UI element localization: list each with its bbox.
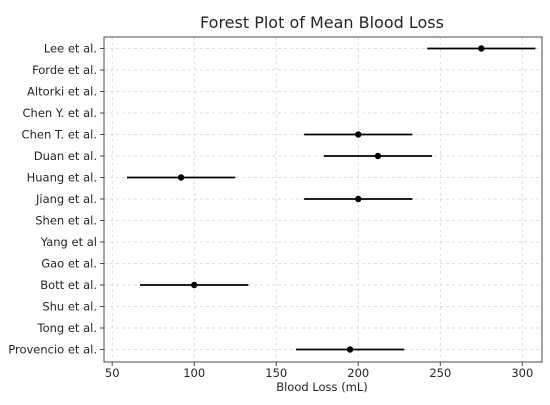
- y-tick-label: Duan et al.: [34, 149, 97, 163]
- y-tick-label: Yang et al: [40, 235, 97, 249]
- y-tick-label: Bott et al.: [40, 278, 97, 292]
- x-tick-label: 250: [429, 366, 451, 380]
- y-tick-label: Shu et al.: [42, 300, 97, 314]
- point-estimate: [346, 346, 354, 353]
- x-tick-label: 100: [183, 366, 205, 380]
- y-tick-label: Forde et al.: [32, 63, 97, 77]
- point-estimate: [374, 152, 382, 160]
- y-tick-label: Altorki et al.: [27, 85, 97, 99]
- y-tick-label: Jiang et al.: [35, 192, 97, 206]
- y-tick-label: Shen et al.: [35, 214, 97, 228]
- point-estimate: [177, 174, 185, 181]
- y-tick-label: Huang et al.: [27, 171, 97, 185]
- y-tick-label: Tong et al.: [37, 321, 98, 335]
- axis-layer: 50 100 150 200 250 300 Lee et al. Forde et al. A…: [8, 42, 533, 381]
- chart-title: Forest Plot of Mean Blood Loss: [200, 13, 444, 32]
- data-layer: [126, 45, 536, 353]
- y-tick-label: Lee et al.: [44, 42, 97, 56]
- y-tick-label: Provencio et al.: [8, 343, 97, 357]
- y-tick-label: Chen Y. et al.: [23, 106, 97, 120]
- x-tick-label: 150: [265, 366, 287, 380]
- x-axis-label: Blood Loss (mL): [276, 380, 368, 394]
- x-tick-label: 50: [105, 366, 120, 380]
- y-tick-label: Gao et al.: [41, 257, 97, 271]
- y-tick-label: Chen T. et al.: [22, 128, 97, 142]
- point-estimate: [355, 195, 362, 203]
- point-estimate: [191, 281, 198, 289]
- x-tick-label: 300: [511, 366, 533, 380]
- point-estimate: [478, 45, 485, 52]
- point-estimate: [355, 131, 362, 138]
- x-tick-label: 200: [347, 366, 369, 380]
